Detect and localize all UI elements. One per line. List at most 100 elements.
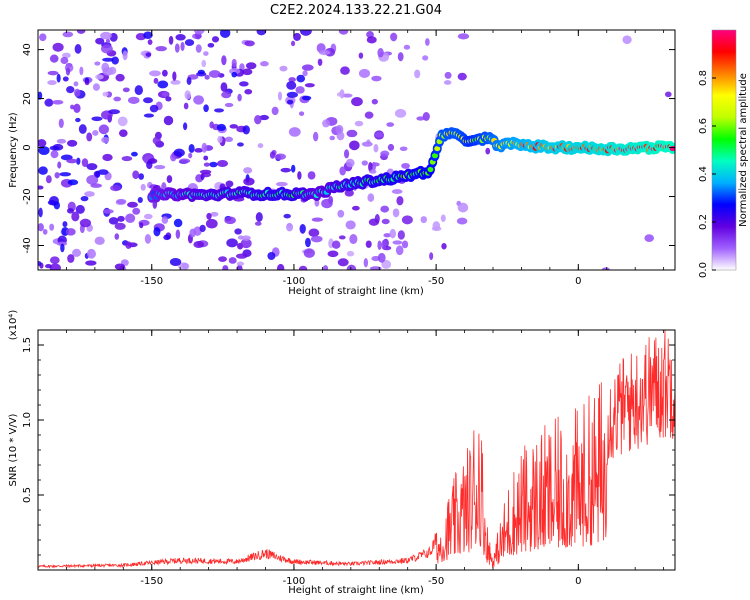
- noise-blob: [207, 42, 215, 48]
- noise-blob: [86, 163, 98, 171]
- noise-blob: [221, 55, 227, 66]
- noise-blob: [257, 143, 264, 149]
- noise-blob: [75, 117, 81, 123]
- noise-blob: [275, 153, 286, 160]
- noise-blob: [346, 264, 357, 270]
- noise-blob: [457, 33, 470, 40]
- noise-blob: [179, 158, 191, 164]
- noise-blob: [38, 261, 42, 266]
- noise-blob: [339, 166, 346, 176]
- noise-blob: [331, 240, 341, 249]
- noise-blob: [203, 104, 209, 113]
- noise-blob: [115, 73, 125, 82]
- noise-blob: [86, 175, 99, 185]
- noise-blob: [203, 155, 209, 161]
- noise-blob: [371, 75, 382, 82]
- snr-y-multiplier: (x10⁴): [8, 310, 19, 341]
- noise-blob: [269, 151, 276, 159]
- noise-blob: [162, 69, 168, 77]
- noise-blob: [79, 66, 84, 76]
- noise-blob: [456, 217, 468, 225]
- noise-blob: [178, 262, 190, 270]
- noise-blob: [295, 86, 305, 94]
- noise-blob: [102, 91, 109, 97]
- noise-blob: [38, 185, 44, 190]
- noise-blob: [304, 83, 315, 88]
- noise-blob: [201, 59, 207, 68]
- noise-blob: [94, 170, 101, 178]
- noise-blob: [301, 64, 314, 71]
- noise-blob: [369, 266, 382, 270]
- noise-blob: [601, 267, 610, 270]
- noise-blob: [298, 111, 305, 116]
- noise-blob: [102, 153, 113, 162]
- noise-blob: [390, 32, 398, 42]
- noise-blob: [397, 52, 404, 62]
- noise-blob: [149, 104, 159, 113]
- noise-blob: [302, 70, 308, 77]
- noise-blob: [114, 222, 126, 230]
- noise-blob: [241, 235, 251, 241]
- noise-blob: [58, 118, 64, 129]
- noise-blob: [70, 104, 75, 110]
- y-tick-label: 1.5: [22, 337, 33, 353]
- y-tick-label: 40: [22, 43, 33, 56]
- noise-blob: [98, 124, 110, 135]
- noise-blob: [140, 183, 146, 191]
- noise-blob: [377, 252, 386, 263]
- noise-blob: [152, 136, 161, 145]
- noise-blob: [94, 236, 105, 245]
- noise-blob: [183, 122, 188, 131]
- noise-blob: [168, 35, 174, 45]
- noise-blob: [59, 172, 72, 177]
- colorbar-tick-label: 0.6: [698, 118, 709, 134]
- colorbar-ticks: 0.0 0.2 0.4 0.6 0.8: [698, 70, 716, 278]
- noise-blob: [329, 135, 335, 141]
- snr-background: [38, 330, 675, 570]
- noise-blob: [339, 89, 345, 99]
- spectrogram-panel: -150 -100 -50 0 -40 -20 0 20 40 Height of strai…: [8, 29, 676, 297]
- noise-blob: [312, 131, 319, 142]
- y-tick-label: -20: [22, 188, 33, 204]
- noise-blob: [134, 85, 143, 96]
- noise-blob: [371, 98, 378, 105]
- noise-blob: [231, 71, 238, 78]
- noise-blob: [377, 240, 382, 250]
- noise-blob: [76, 157, 81, 165]
- noise-blob: [38, 207, 43, 218]
- noise-blob: [65, 228, 76, 236]
- noise-blob: [224, 136, 233, 143]
- noise-blob: [127, 201, 138, 208]
- noise-blob: [245, 62, 257, 70]
- noise-blob: [237, 93, 242, 102]
- noise-blob: [327, 250, 339, 258]
- noise-blob: [391, 189, 403, 195]
- noise-blob: [154, 165, 166, 170]
- y-tick-label: 1.0: [22, 412, 33, 428]
- noise-blob: [224, 102, 234, 108]
- spectrogram-frame: [37, 29, 676, 271]
- noise-blob: [387, 143, 395, 151]
- noise-blob: [38, 146, 50, 155]
- noise-blob: [276, 263, 285, 270]
- noise-blob: [74, 44, 82, 54]
- noise-blob: [345, 220, 356, 230]
- x-tick-label: -150: [140, 276, 163, 287]
- noise-blob: [100, 31, 112, 40]
- noise-blob: [86, 132, 93, 142]
- noise-blob: [76, 30, 86, 34]
- noise-blob: [280, 167, 292, 173]
- noise-blob: [161, 216, 169, 224]
- noise-blob: [94, 61, 101, 66]
- noise-blob: [392, 240, 403, 245]
- noise-blob: [189, 228, 197, 238]
- snr-panel: -150 -100 -50 0 0.5 1.0 1.5 Height of straigh…: [8, 310, 676, 596]
- colorbar-label: Normalized spectral amplitude: [738, 73, 749, 227]
- noise-blob: [114, 263, 125, 270]
- noise-blob: [49, 223, 55, 231]
- noise-blob: [155, 46, 167, 52]
- noise-blob: [321, 198, 333, 209]
- noise-blob: [224, 216, 236, 225]
- noise-blob: [175, 34, 186, 41]
- noise-blob: [420, 216, 428, 224]
